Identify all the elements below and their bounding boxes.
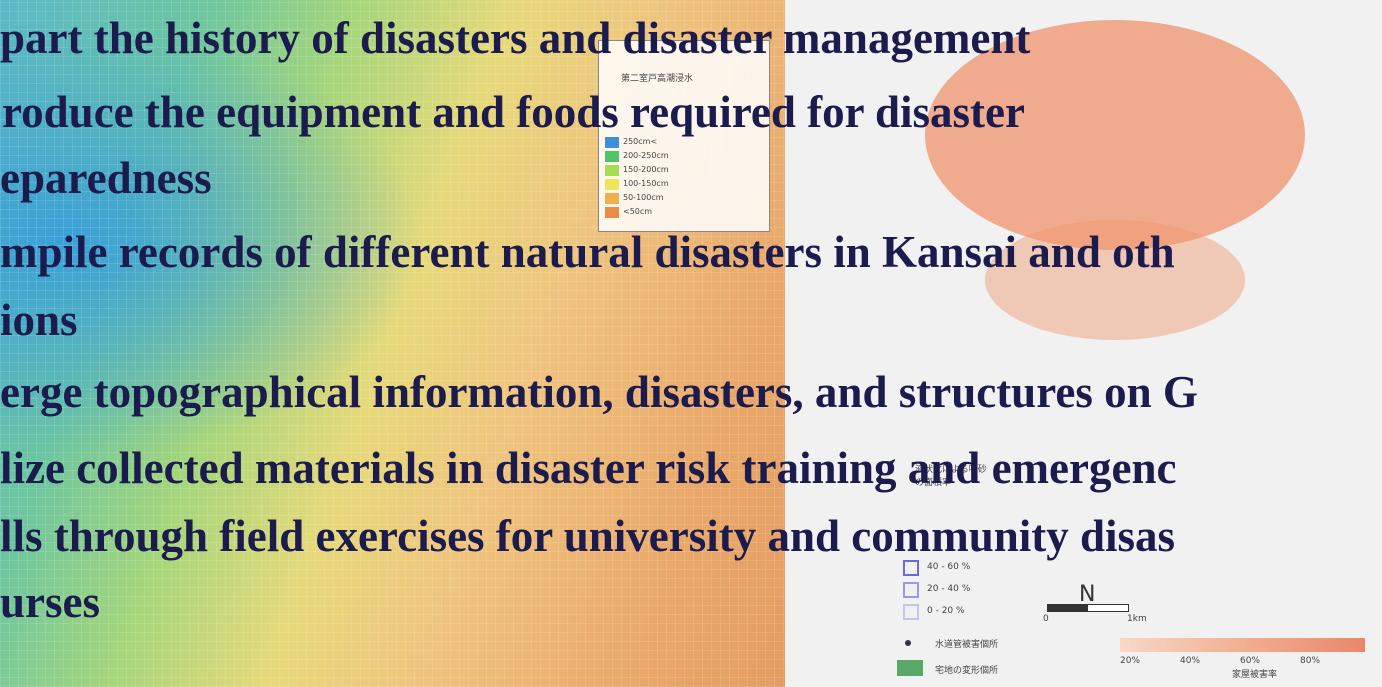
bullet-text: lize collected materials in disaster ris… [0, 443, 1177, 493]
colorbar-label: 80% [1300, 656, 1321, 666]
colorbar-label: 60% [1240, 656, 1261, 666]
legend-label: 0 - 20 % [927, 606, 965, 616]
pipe-marker [905, 640, 911, 646]
legend-swatch [605, 207, 619, 218]
scale-label: 0 [1043, 614, 1049, 624]
legend-label: 20 - 40 % [927, 584, 971, 594]
legend-swatch [605, 165, 619, 176]
legend-title: 液状化による噴砂の面積率 [915, 465, 987, 488]
bullet-text: mpile records of different natural disas… [0, 227, 1175, 277]
legend-label: 250cm< [623, 137, 658, 146]
bullet-text: ions [0, 295, 78, 345]
legend-swatch [903, 604, 919, 620]
colorbar-title: 家屋被害率 [1232, 670, 1278, 680]
flood-legend: 第二室戸高潮浸水 250cm< 200-250cm 150-200cm 100-150… [598, 40, 770, 232]
damage-area [925, 20, 1305, 250]
legend-swatch [605, 179, 619, 190]
bullet-text: lls through field exercises for universi… [0, 511, 1176, 561]
bullet-text: eparedness [0, 153, 212, 203]
bullet-text: roduce the equipment and foods required … [2, 87, 1025, 137]
legend-label: 水道管被害個所 [935, 640, 999, 650]
deformation-swatch [897, 660, 923, 676]
bullet-text: part the history of disasters and disast… [0, 13, 1031, 63]
scale-bar [1047, 604, 1129, 612]
legend-label: 40 - 60 % [927, 562, 971, 572]
legend-label: 150-200cm [623, 165, 669, 174]
legend-label: 100-150cm [623, 179, 669, 188]
legend-swatch [605, 193, 619, 204]
legend-swatch [903, 560, 919, 576]
damage-colorbar [1120, 638, 1365, 652]
colorbar-label: 20% [1120, 656, 1141, 666]
legend-swatch [903, 582, 919, 598]
bullet-text: erge topographical information, disaster… [0, 367, 1198, 417]
scale-label: 1km [1127, 614, 1147, 624]
bullet-text: urses [0, 577, 100, 627]
legend-title: 第二室戸高潮浸水 [621, 74, 694, 84]
damage-area [985, 220, 1245, 340]
legend-swatch [605, 137, 619, 148]
legend-label: 宅地の変形個所 [935, 666, 999, 676]
colorbar-label: 40% [1180, 656, 1201, 666]
legend-label: 200-250cm [623, 151, 669, 160]
legend-label: <50cm [623, 207, 653, 216]
legend-swatch [605, 151, 619, 162]
damage-map: 液状化による噴砂の面積率 40 - 60 % 20 - 40 % 0 - 20 … [785, 0, 1382, 687]
legend-label: 50-100cm [623, 193, 664, 202]
north-arrow: N [1079, 582, 1096, 607]
